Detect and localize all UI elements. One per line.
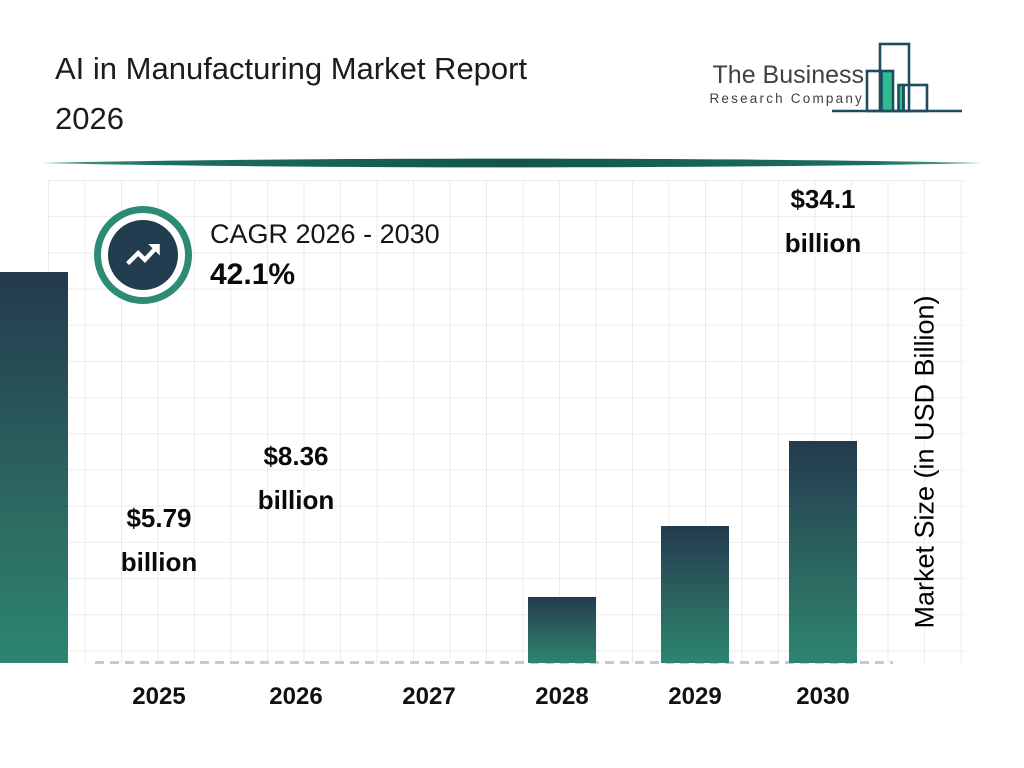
x-tick-2026: 2026: [269, 683, 323, 710]
company-logo: The Business Research Company: [689, 60, 864, 107]
x-tick-2028: 2028: [535, 683, 589, 710]
value-label-2026: $8.36 billion: [206, 434, 386, 522]
badge-ring: [101, 213, 185, 297]
trending-up-icon: [108, 220, 178, 290]
value-unit: billion: [784, 228, 862, 258]
cagr-value: 42.1%: [210, 258, 296, 291]
divider-line: [42, 158, 983, 168]
y-axis-title: Market Size (in USD Billion): [909, 295, 940, 629]
cagr-badge: [94, 206, 192, 304]
value-unit: billion: [120, 547, 198, 577]
bar-2025: [528, 597, 596, 663]
bar-2026: [661, 526, 729, 663]
page-title: AI in Manufacturing Market Report 2026: [55, 44, 715, 144]
page-title-line1: AI in Manufacturing Market Report: [55, 51, 528, 86]
value-unit: billion: [257, 485, 335, 515]
page-title-line2: 2026: [55, 101, 124, 136]
value-label-2030: $34.1 billion: [733, 177, 913, 265]
x-tick-2030: 2030: [796, 683, 850, 710]
x-tick-2029: 2029: [668, 683, 722, 710]
value-label-2025: $5.79 billion: [69, 496, 249, 584]
x-tick-2027: 2027: [402, 683, 456, 710]
value-amount: $34.1: [790, 184, 856, 214]
value-amount: $5.79: [126, 503, 192, 533]
value-amount: $8.36: [263, 441, 329, 471]
bar-2027: [789, 441, 857, 663]
bar-2030: [0, 272, 68, 663]
logo-subname: Research Company: [709, 91, 864, 106]
cagr-label: CAGR 2026 - 2030: [210, 219, 440, 249]
axis-baseline: [95, 661, 893, 664]
logo-name: The Business: [712, 61, 864, 89]
x-tick-2025: 2025: [132, 683, 186, 710]
bar-chart-skyline-icon: [832, 42, 962, 113]
